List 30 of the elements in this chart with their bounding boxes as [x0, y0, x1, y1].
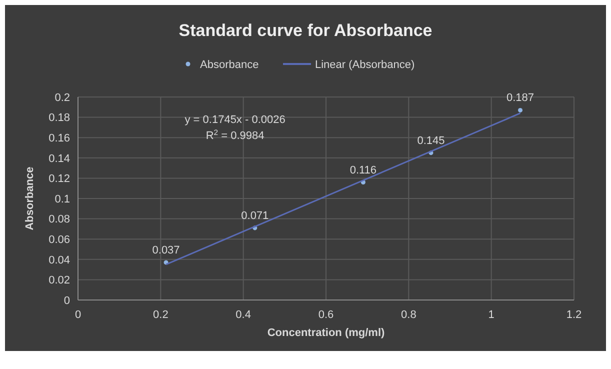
- data-label: 0.071: [241, 210, 269, 222]
- x-tick-label: 0.4: [236, 309, 251, 321]
- annotation: y = 0.1745x - 0.0026 R$^{2}$ = 0.9984: [184, 114, 286, 142]
- y-tick-label: 0.04: [48, 254, 70, 266]
- y-tick-label: 0.2: [54, 92, 70, 104]
- y-tick-label: 0.14: [48, 152, 70, 165]
- x-tick-label: 0: [74, 309, 82, 321]
- x-tick-label: 0.2: [153, 309, 168, 321]
- data-label: 0.145: [417, 134, 445, 147]
- x-axis-title: Concentration (mg/ml): [267, 327, 385, 339]
- x-tick-label: 1.2: [566, 309, 582, 321]
- data-label: 0.187: [506, 92, 534, 104]
- point: [518, 108, 523, 112]
- legend-label: Linear (Absorbance): [315, 58, 415, 71]
- y-tick-label: 0.12: [48, 173, 70, 186]
- chart-title: Standard curve for Absorbance: [178, 21, 432, 40]
- legend-label: Absorbance: [200, 58, 259, 71]
- y-tick-label: 0.16: [48, 132, 70, 144]
- x-tick-label: 0.8: [401, 309, 416, 321]
- y-tick-label: 0.1: [54, 193, 70, 206]
- y-tick-label: 0.02: [48, 274, 70, 287]
- x-tick-label: 1: [488, 309, 494, 321]
- y-tick-label: 0.08: [48, 214, 70, 226]
- y-tick-label: 0.06: [48, 234, 70, 246]
- y-axis-title: Absorbance: [24, 166, 36, 230]
- data-label: 0.116: [350, 164, 377, 176]
- x-tick-label: 0.6: [318, 309, 334, 321]
- data-label: 0.037: [152, 244, 180, 256]
- y-tick-label: 0: [64, 294, 70, 307]
- y-tick-label: 0.18: [48, 112, 70, 124]
